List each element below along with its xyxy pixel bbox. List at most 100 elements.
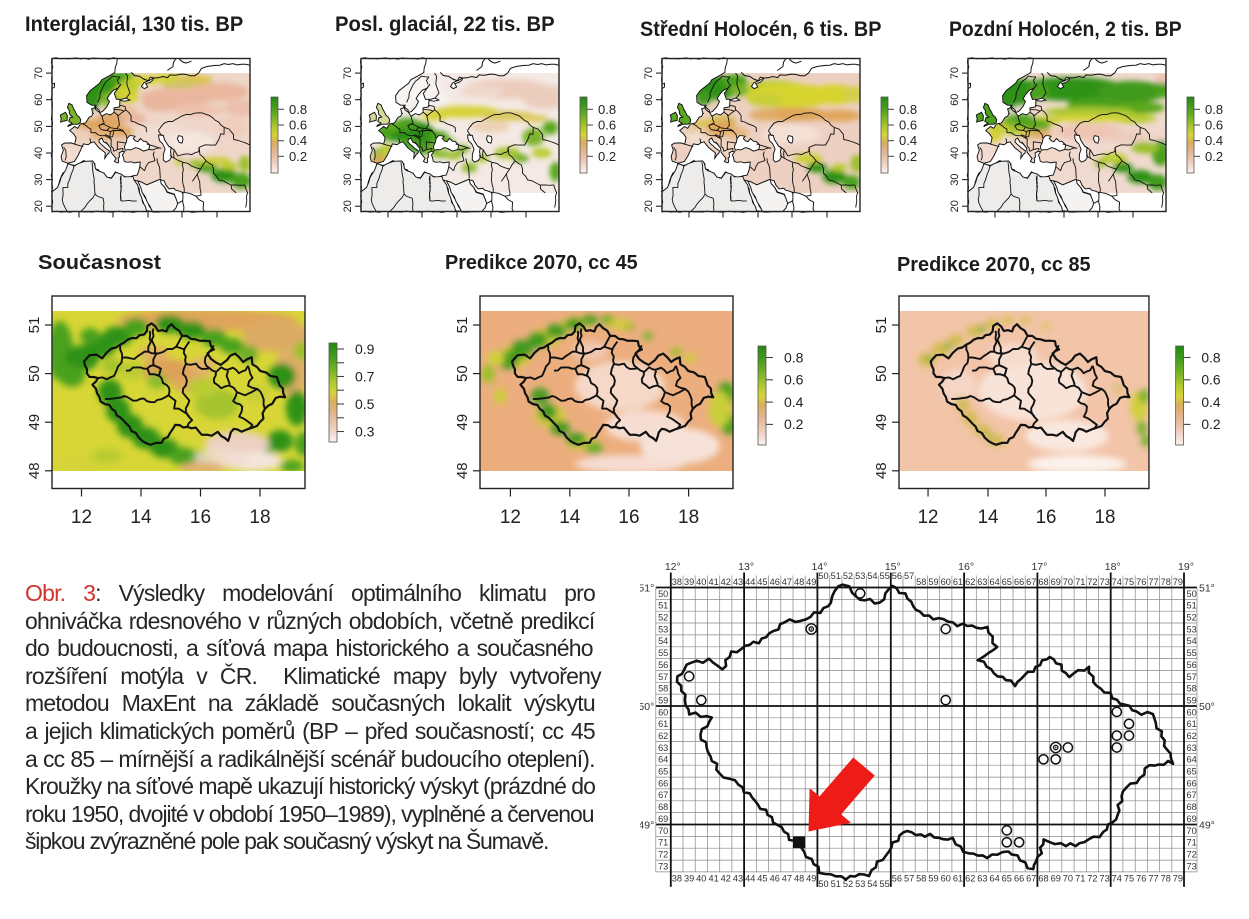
- svg-text:48: 48: [454, 462, 471, 479]
- svg-text:62: 62: [1187, 731, 1197, 741]
- svg-text:62: 62: [658, 731, 668, 741]
- svg-text:0.8: 0.8: [784, 349, 804, 365]
- svg-text:68: 68: [1038, 873, 1048, 883]
- svg-text:0.8: 0.8: [1201, 349, 1220, 365]
- svg-text:12°: 12°: [665, 561, 681, 573]
- svg-text:0.9: 0.9: [355, 341, 375, 357]
- svg-text:52: 52: [658, 613, 668, 623]
- svg-text:17°: 17°: [1031, 561, 1047, 573]
- svg-text:39: 39: [684, 873, 694, 883]
- svg-text:49: 49: [806, 577, 816, 587]
- svg-text:76: 76: [1136, 873, 1146, 883]
- svg-text:61: 61: [953, 873, 963, 883]
- svg-text:51: 51: [658, 601, 668, 611]
- svg-text:15°: 15°: [885, 561, 901, 573]
- svg-text:38: 38: [672, 577, 682, 587]
- svg-text:19°: 19°: [1178, 561, 1194, 573]
- svg-text:58: 58: [658, 684, 668, 694]
- svg-text:51°: 51°: [1199, 583, 1215, 595]
- svg-text:65: 65: [1187, 767, 1197, 777]
- svg-text:79: 79: [1173, 577, 1183, 587]
- svg-text:0.6: 0.6: [1201, 372, 1220, 388]
- svg-text:77: 77: [1148, 873, 1158, 883]
- svg-text:60: 60: [658, 707, 668, 717]
- svg-text:70: 70: [1063, 873, 1073, 883]
- svg-text:56: 56: [892, 571, 902, 581]
- svg-text:70: 70: [1187, 826, 1197, 836]
- svg-text:53: 53: [855, 879, 865, 889]
- svg-text:40: 40: [696, 873, 706, 883]
- svg-text:16°: 16°: [958, 561, 974, 573]
- svg-text:61: 61: [1187, 719, 1197, 729]
- svg-text:0.2: 0.2: [784, 416, 804, 432]
- svg-text:49: 49: [874, 414, 890, 431]
- svg-text:47: 47: [782, 577, 792, 587]
- svg-text:66: 66: [1014, 577, 1024, 587]
- svg-text:51°: 51°: [640, 583, 654, 595]
- svg-text:64: 64: [989, 873, 999, 883]
- svg-text:45: 45: [757, 873, 767, 883]
- svg-text:61: 61: [658, 719, 668, 729]
- svg-text:54: 54: [1187, 636, 1197, 646]
- svg-text:68: 68: [658, 802, 668, 812]
- svg-text:64: 64: [1187, 755, 1197, 765]
- svg-text:59: 59: [928, 577, 938, 587]
- svg-text:75: 75: [1124, 873, 1134, 883]
- svg-text:48: 48: [794, 577, 804, 587]
- svg-text:62: 62: [965, 873, 975, 883]
- svg-text:49: 49: [26, 414, 43, 431]
- svg-text:57: 57: [904, 873, 914, 883]
- svg-text:76: 76: [1136, 577, 1146, 587]
- svg-text:12: 12: [71, 507, 92, 528]
- svg-text:43: 43: [733, 577, 743, 587]
- svg-text:54: 54: [867, 571, 877, 581]
- svg-text:51: 51: [1187, 601, 1197, 611]
- svg-text:48: 48: [26, 462, 43, 479]
- svg-text:0.5: 0.5: [355, 396, 375, 412]
- svg-text:50: 50: [26, 365, 43, 382]
- svg-text:66: 66: [1187, 778, 1197, 788]
- svg-text:67: 67: [1026, 577, 1036, 587]
- svg-text:55: 55: [1187, 648, 1197, 658]
- svg-text:52: 52: [843, 879, 853, 889]
- svg-text:56: 56: [1187, 660, 1197, 670]
- svg-text:63: 63: [977, 577, 987, 587]
- svg-text:57: 57: [904, 571, 914, 581]
- svg-text:67: 67: [658, 790, 668, 800]
- svg-text:41: 41: [708, 577, 718, 587]
- svg-text:73: 73: [658, 861, 668, 871]
- svg-text:73: 73: [1187, 861, 1197, 871]
- svg-text:52: 52: [843, 571, 853, 581]
- svg-text:65: 65: [1002, 577, 1012, 587]
- svg-text:63: 63: [977, 873, 987, 883]
- svg-text:74: 74: [1112, 577, 1122, 587]
- svg-text:49: 49: [806, 873, 816, 883]
- svg-text:59: 59: [658, 695, 668, 705]
- svg-text:53: 53: [658, 624, 668, 634]
- svg-text:68: 68: [1038, 577, 1048, 587]
- svg-text:51: 51: [831, 879, 841, 889]
- svg-text:72: 72: [1087, 577, 1097, 587]
- svg-text:56: 56: [658, 660, 668, 670]
- svg-text:14: 14: [559, 507, 581, 528]
- svg-text:67: 67: [1187, 790, 1197, 800]
- svg-text:58: 58: [1187, 684, 1197, 694]
- svg-text:40: 40: [696, 577, 706, 587]
- svg-text:59: 59: [928, 873, 938, 883]
- svg-text:52: 52: [1187, 613, 1197, 623]
- svg-text:64: 64: [989, 577, 999, 587]
- svg-text:58: 58: [916, 577, 926, 587]
- svg-text:65: 65: [658, 767, 668, 777]
- svg-text:68: 68: [1187, 802, 1197, 812]
- svg-text:74: 74: [1112, 873, 1122, 883]
- svg-text:0.2: 0.2: [1201, 416, 1220, 432]
- svg-text:54: 54: [867, 879, 877, 889]
- svg-text:12: 12: [918, 507, 939, 528]
- svg-text:46: 46: [770, 577, 780, 587]
- svg-text:72: 72: [1187, 850, 1197, 860]
- svg-text:61: 61: [953, 577, 963, 587]
- svg-text:59: 59: [1187, 695, 1197, 705]
- svg-text:69: 69: [1051, 873, 1061, 883]
- svg-text:53: 53: [855, 571, 865, 581]
- svg-text:65: 65: [1002, 873, 1012, 883]
